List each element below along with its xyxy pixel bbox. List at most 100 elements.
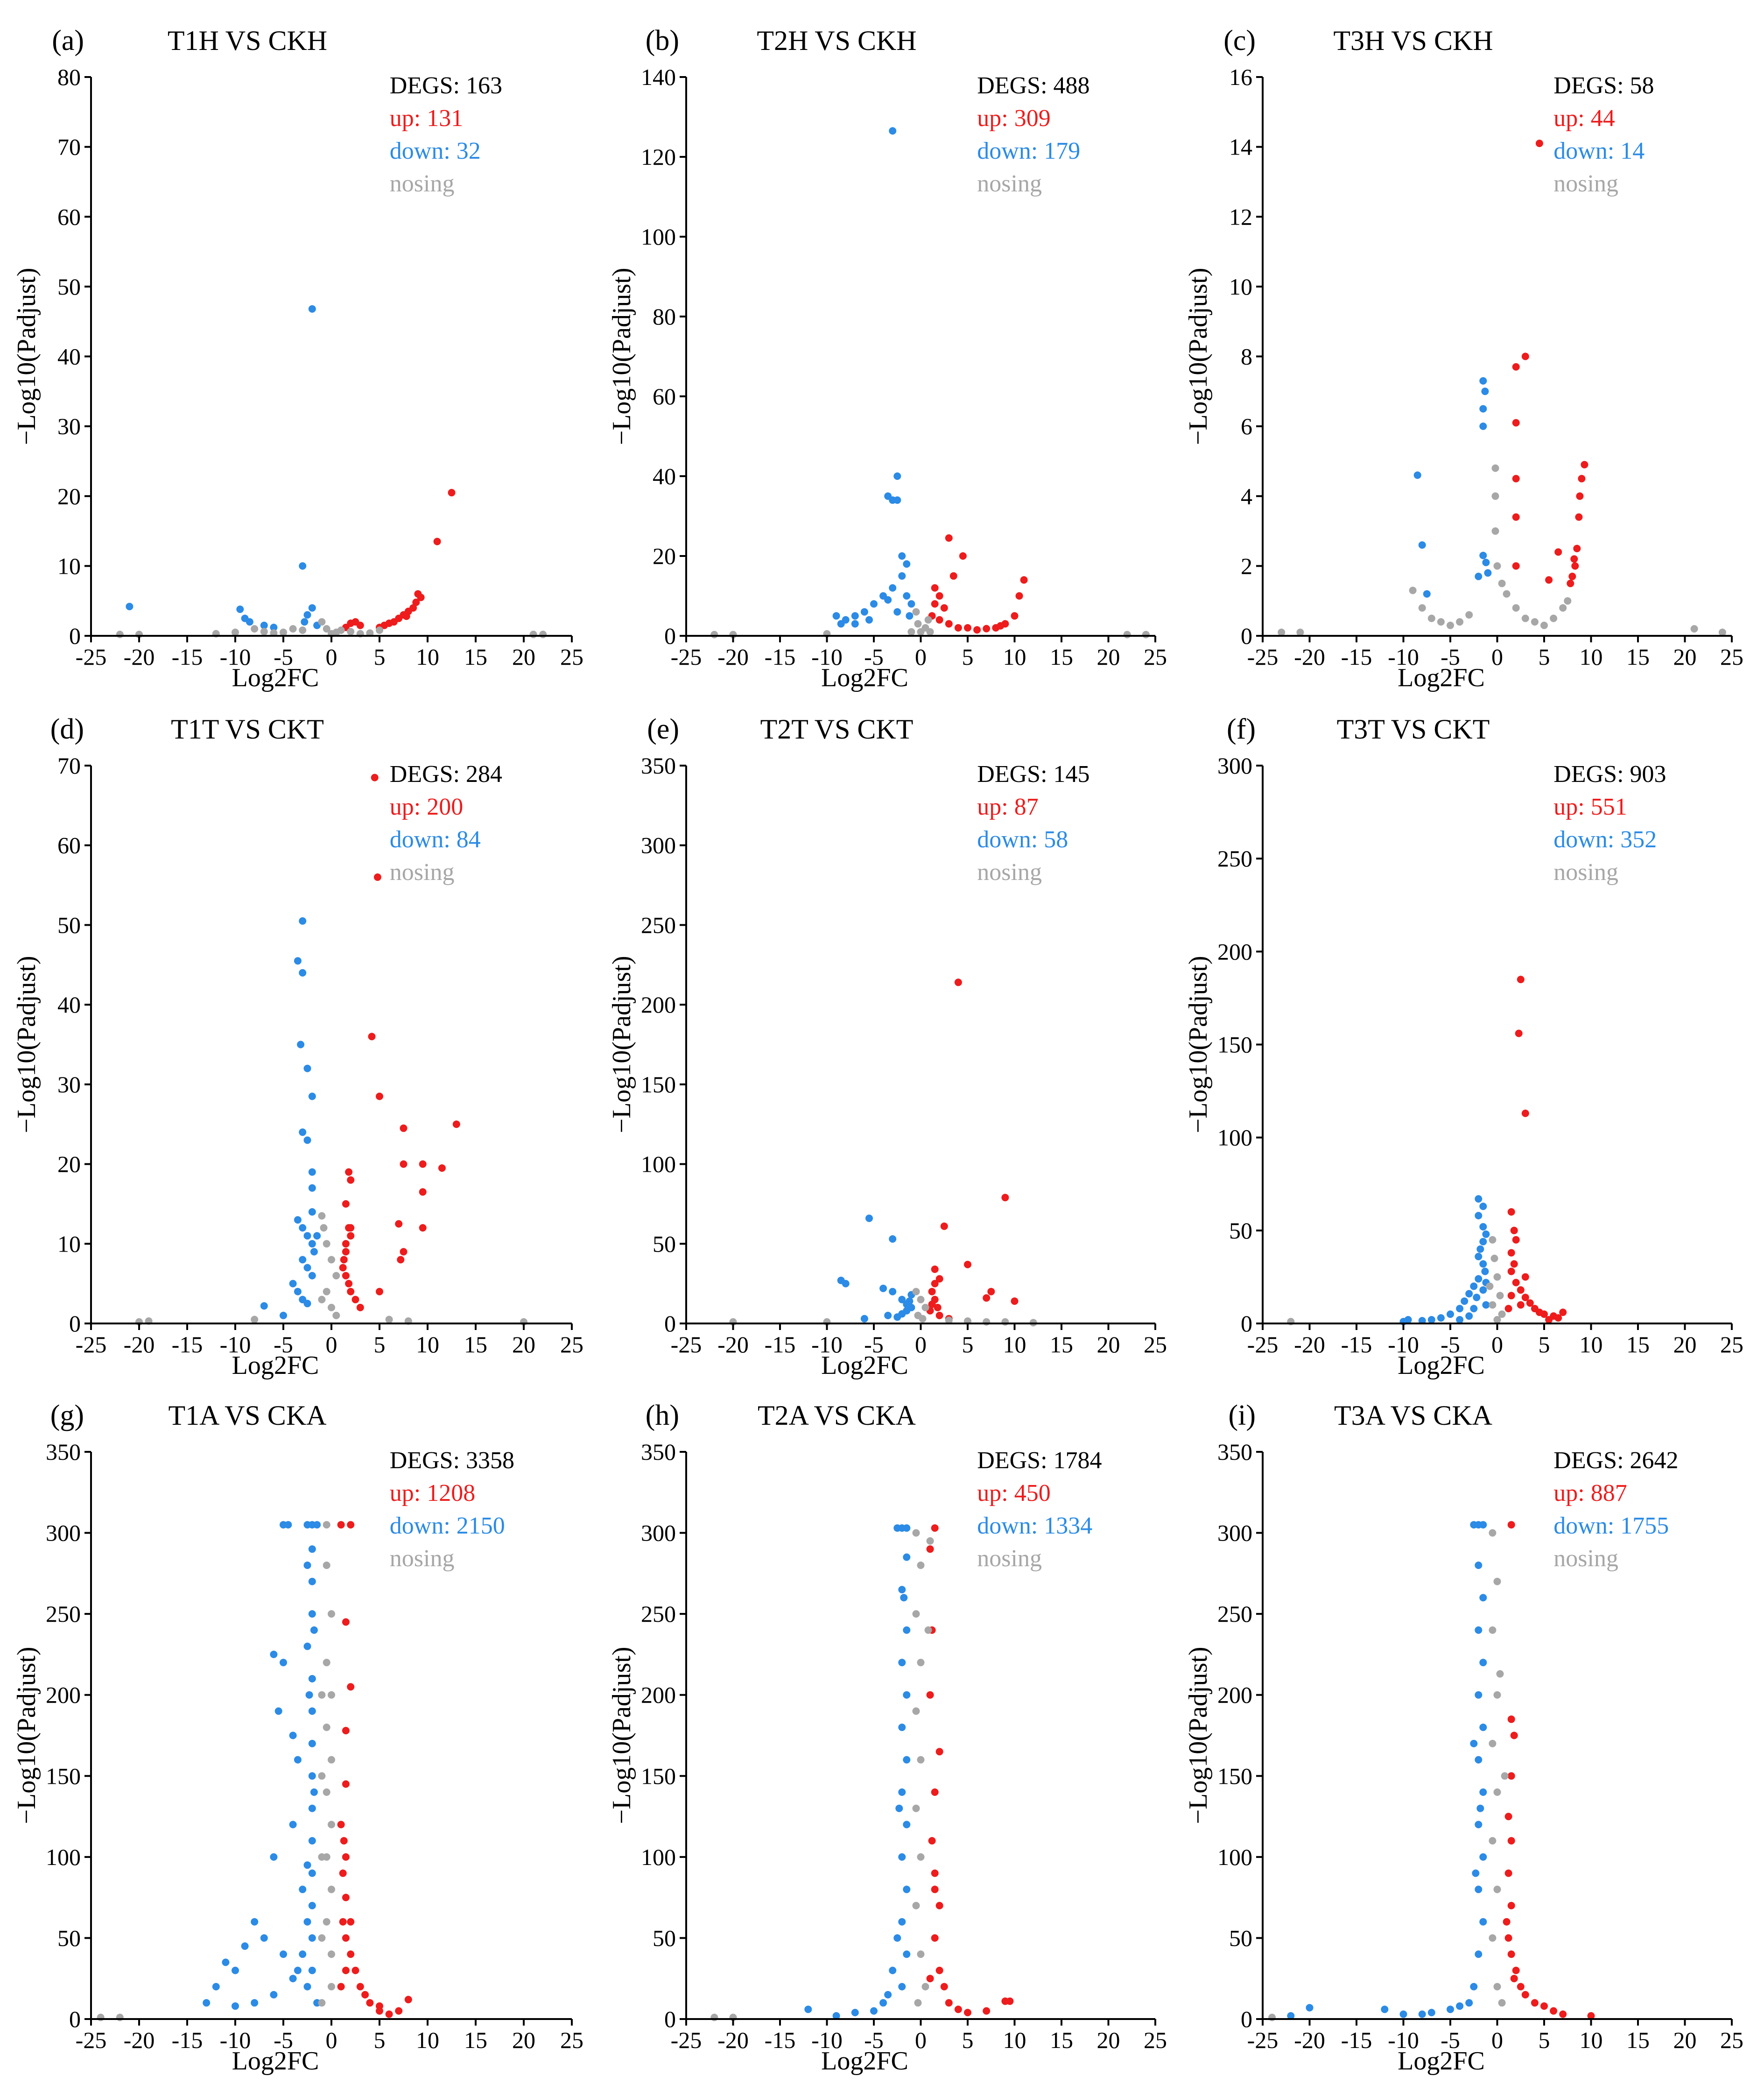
data-point-down [832, 2012, 840, 2020]
data-points [710, 1524, 1014, 2021]
y-tick-label: 0 [69, 623, 81, 649]
data-point-nosing [323, 1288, 330, 1295]
data-point-down [1456, 2002, 1464, 2010]
x-tick-label: 20 [1097, 2027, 1120, 2053]
data-point-down [1475, 1886, 1483, 1893]
data-point-down [303, 1300, 311, 1308]
series-nosing [1278, 464, 1726, 636]
data-point-nosing [1493, 1886, 1501, 1893]
y-tick-label: 50 [1229, 1925, 1252, 1951]
volcano-plot-b: 0 20 40 60 80 100 120 140 -25 -20 -15 -10 -5 0 5 10 15 20… [607, 25, 1167, 692]
data-point-up [376, 1092, 383, 1100]
data-point-nosing [912, 1610, 920, 1618]
data-point-down [865, 1214, 873, 1222]
y-tick-label: 0 [1241, 2006, 1252, 2032]
y-tick-label: 250 [641, 1601, 676, 1627]
y-tick-label: 0 [69, 2006, 81, 2032]
data-point-up [973, 626, 981, 634]
data-point-up [339, 1918, 347, 1926]
series-up [1504, 976, 1567, 1323]
series-down [1413, 377, 1492, 598]
data-point-nosing [1564, 597, 1572, 605]
x-tick-label: 20 [1673, 1331, 1697, 1358]
data-point-down [1479, 1203, 1487, 1210]
x-tick-label: -5 [864, 2027, 884, 2053]
series-down [832, 127, 915, 628]
data-point-nosing [1268, 2013, 1276, 2021]
x-tick-label: 20 [512, 2027, 535, 2053]
y-axis-label: −Log10(Padjust) [1184, 1647, 1213, 1824]
series-nosing [1287, 1236, 1506, 1325]
data-point-nosing [1521, 614, 1529, 622]
series-nosing [710, 1529, 934, 2021]
x-tick-label: -5 [864, 644, 884, 670]
y-tick-label: 80 [653, 303, 676, 330]
legend-up: up: 450 [977, 1480, 1050, 1506]
data-point-up [1521, 1109, 1529, 1117]
x-tick-label: 0 [326, 644, 337, 670]
legend-degs: DEGS: 3358 [390, 1447, 514, 1474]
data-point-up [342, 1272, 350, 1280]
data-point-nosing [1550, 614, 1558, 622]
data-point-down [294, 1216, 302, 1224]
data-point-down [310, 1788, 318, 1796]
y-tick-label: 6 [1241, 413, 1252, 439]
data-point-down [1479, 1918, 1487, 1926]
x-tick-label: 15 [464, 1331, 487, 1358]
data-point-up [342, 1618, 350, 1626]
data-point-up [371, 774, 379, 781]
data-point-nosing [1456, 618, 1464, 626]
x-tick-label: -10 [811, 1331, 843, 1358]
data-point-down [889, 1235, 897, 1243]
data-point-up [931, 584, 939, 592]
series-up [339, 774, 460, 1311]
data-point-down [898, 1586, 906, 1594]
data-point-up [438, 1164, 446, 1172]
data-point-up [1512, 1279, 1520, 1287]
data-point-down [1427, 2009, 1435, 2017]
data-point-down [898, 552, 906, 560]
data-point-down [289, 1731, 297, 1739]
data-point-down [294, 1966, 302, 1974]
data-point-down [903, 1886, 911, 1893]
x-tick-label: 15 [1626, 1331, 1650, 1358]
data-point-nosing [337, 626, 345, 634]
y-tick-label: 40 [57, 992, 81, 1018]
data-point-down [1473, 1294, 1481, 1302]
data-point-up [1521, 352, 1529, 360]
data-point-nosing [280, 628, 287, 636]
data-point-up [1507, 1902, 1515, 1909]
data-point-nosing [1498, 1310, 1506, 1318]
data-point-down [898, 1918, 906, 1926]
data-point-down [879, 1284, 887, 1292]
data-point-down [303, 1562, 311, 1569]
x-tick-label: 20 [512, 1331, 535, 1358]
data-point-down [1475, 1756, 1483, 1764]
data-point-nosing [97, 2013, 105, 2021]
data-point-down [270, 1991, 278, 1999]
data-point-up [926, 1975, 934, 1983]
data-point-nosing [1493, 1691, 1501, 1699]
data-point-up [1535, 140, 1543, 148]
data-point-down [1475, 1691, 1483, 1699]
data-point-nosing [1498, 1999, 1506, 2007]
series-up [1512, 140, 1588, 587]
data-point-nosing [710, 631, 718, 639]
data-point-down [299, 562, 307, 570]
x-tick-label: -15 [765, 644, 796, 670]
y-tick-label: 30 [57, 413, 81, 439]
x-tick-label: -5 [1441, 644, 1460, 670]
data-point-nosing [924, 616, 932, 624]
data-points [1268, 1521, 1595, 2021]
data-point-up [351, 1295, 359, 1303]
x-tick-label: 10 [416, 644, 439, 670]
data-point-down [1482, 558, 1490, 566]
y-tick-label: 300 [641, 1520, 676, 1546]
data-point-down [1475, 1212, 1483, 1219]
data-point-down [1418, 2010, 1426, 2018]
data-point-up [368, 1033, 376, 1041]
y-tick-label: 50 [57, 912, 81, 938]
data-point-up [373, 873, 381, 881]
data-point-down [898, 1983, 906, 1991]
y-tick-label: 4 [1241, 483, 1252, 509]
